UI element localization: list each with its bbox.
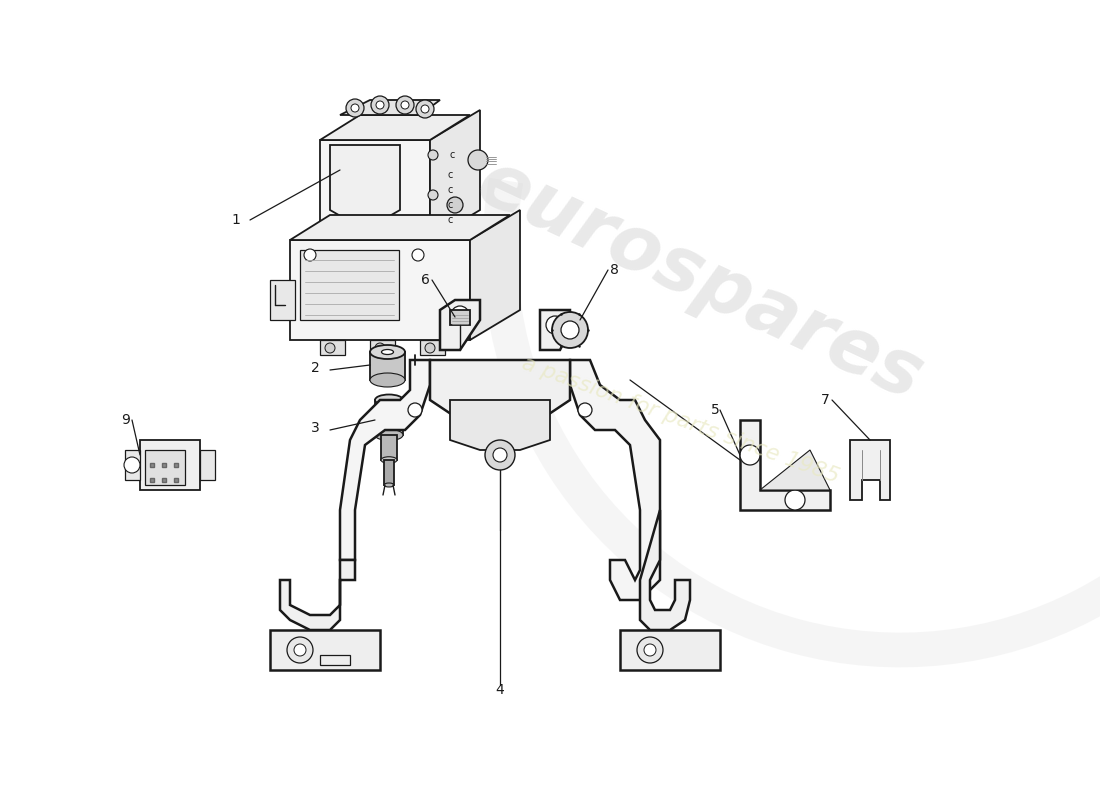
Text: c: c <box>448 185 453 195</box>
Circle shape <box>408 403 422 417</box>
Bar <box>375 400 403 435</box>
Circle shape <box>416 100 434 118</box>
Circle shape <box>304 249 316 261</box>
Bar <box>270 280 295 320</box>
Circle shape <box>447 197 463 213</box>
Polygon shape <box>620 630 721 670</box>
Text: 4: 4 <box>496 683 505 697</box>
Circle shape <box>324 343 336 353</box>
Ellipse shape <box>382 350 394 354</box>
Bar <box>370 340 395 355</box>
Bar <box>320 655 350 665</box>
Text: 9: 9 <box>121 413 130 427</box>
Polygon shape <box>340 360 430 560</box>
Text: 6: 6 <box>421 273 430 287</box>
Ellipse shape <box>384 483 394 487</box>
Bar <box>450 310 470 325</box>
Bar <box>381 435 397 460</box>
Circle shape <box>351 104 359 112</box>
Text: a passion for parts since 1985: a passion for parts since 1985 <box>518 353 842 487</box>
Bar <box>145 450 185 485</box>
Text: 1: 1 <box>231 213 240 227</box>
Circle shape <box>346 99 364 117</box>
Bar <box>140 440 200 490</box>
Circle shape <box>124 457 140 473</box>
Text: 7: 7 <box>822 393 830 407</box>
Polygon shape <box>125 450 140 480</box>
Text: eurospares: eurospares <box>465 145 934 415</box>
Polygon shape <box>200 450 214 480</box>
Circle shape <box>375 343 385 353</box>
Circle shape <box>451 306 469 324</box>
Bar <box>320 340 345 355</box>
Polygon shape <box>330 145 400 230</box>
Circle shape <box>402 101 409 109</box>
Bar <box>384 460 394 485</box>
Bar <box>300 250 399 320</box>
Ellipse shape <box>370 373 405 387</box>
Text: c: c <box>448 215 453 225</box>
Polygon shape <box>640 510 690 630</box>
Bar <box>370 352 405 380</box>
Circle shape <box>287 637 314 663</box>
Bar <box>320 140 430 240</box>
Polygon shape <box>280 560 355 630</box>
Polygon shape <box>320 115 470 140</box>
Ellipse shape <box>381 457 397 463</box>
Text: c: c <box>448 200 453 210</box>
Circle shape <box>428 190 438 200</box>
Bar <box>290 240 470 340</box>
Ellipse shape <box>375 430 403 441</box>
Polygon shape <box>290 215 510 240</box>
Text: c: c <box>448 170 453 180</box>
Text: 5: 5 <box>712 403 720 417</box>
Polygon shape <box>740 420 830 510</box>
Polygon shape <box>470 210 520 340</box>
Polygon shape <box>430 360 570 420</box>
Text: c: c <box>449 150 454 160</box>
Polygon shape <box>570 360 660 600</box>
Text: 2: 2 <box>311 361 320 375</box>
Circle shape <box>294 644 306 656</box>
Circle shape <box>485 440 515 470</box>
Circle shape <box>552 312 589 348</box>
Circle shape <box>637 637 663 663</box>
Circle shape <box>428 150 438 160</box>
Circle shape <box>376 101 384 109</box>
Bar <box>420 340 446 355</box>
Polygon shape <box>540 310 570 350</box>
Polygon shape <box>340 100 440 115</box>
Polygon shape <box>440 300 480 350</box>
Circle shape <box>425 343 435 353</box>
Circle shape <box>740 445 760 465</box>
Polygon shape <box>760 450 830 490</box>
Circle shape <box>396 96 414 114</box>
Polygon shape <box>270 630 380 670</box>
Circle shape <box>468 150 488 170</box>
Circle shape <box>644 644 656 656</box>
Text: 8: 8 <box>610 263 619 277</box>
Circle shape <box>561 321 579 339</box>
Circle shape <box>412 249 424 261</box>
Polygon shape <box>450 400 550 450</box>
Circle shape <box>578 403 592 417</box>
Circle shape <box>421 105 429 113</box>
Polygon shape <box>430 110 480 240</box>
Circle shape <box>493 448 507 462</box>
Circle shape <box>546 316 564 334</box>
Circle shape <box>371 96 389 114</box>
Ellipse shape <box>370 345 405 359</box>
Ellipse shape <box>375 394 403 406</box>
Polygon shape <box>850 440 890 500</box>
Circle shape <box>785 490 805 510</box>
Text: 3: 3 <box>311 421 320 435</box>
